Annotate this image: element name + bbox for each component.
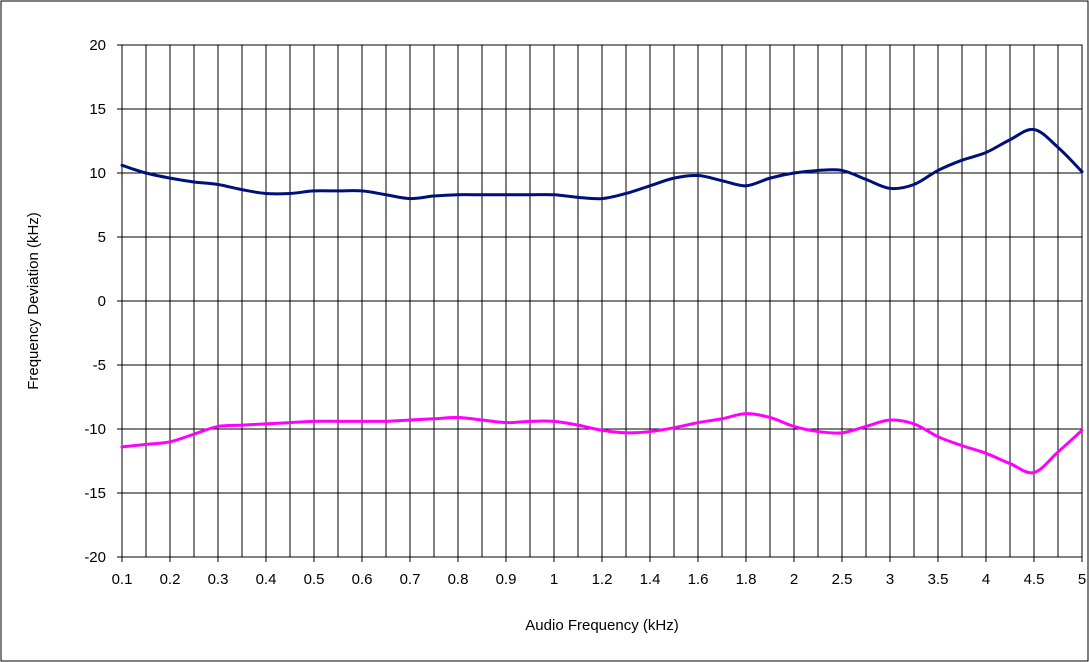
y-tick-label: 5 <box>98 229 106 246</box>
y-tick-label: 0 <box>98 293 106 310</box>
series-lines <box>120 127 1084 475</box>
x-tick-label: 5 <box>1078 571 1086 588</box>
x-tick-label: 0.4 <box>256 571 277 588</box>
x-tick-label: 4.5 <box>1024 571 1045 588</box>
series-line-upper <box>120 127 1084 201</box>
y-tick-label: -20 <box>84 549 106 566</box>
x-tick-label: 0.1 <box>112 571 133 588</box>
x-tick-label: 2 <box>790 571 798 588</box>
x-tick-label: 1.2 <box>592 571 613 588</box>
x-tick-label: 3.5 <box>928 571 949 588</box>
x-axis-ticks: 0.1 0.2 0.3 0.4 0.5 0.6 0.7 0.8 0.9 1 1.2 1.4 1.6 1.8… <box>112 557 1086 588</box>
x-axis-title: Audio Frequency (kHz) <box>525 617 678 634</box>
y-tick-label: -15 <box>84 485 106 502</box>
x-tick-label: 0.5 <box>304 571 325 588</box>
x-tick-label: 3 <box>886 571 894 588</box>
x-tick-label: 1.6 <box>688 571 709 588</box>
y-axis-ticks: 20 15 10 5 0 -5 -10 -15 -20 <box>84 37 122 566</box>
series-line-lower <box>120 412 1084 475</box>
x-tick-label: 4 <box>982 571 990 588</box>
x-tick-label: 1.4 <box>640 571 661 588</box>
x-tick-label: 0.2 <box>160 571 181 588</box>
x-tick-label: 1 <box>550 571 558 588</box>
x-tick-label: 0.9 <box>496 571 517 588</box>
y-tick-label: 20 <box>89 37 106 54</box>
y-axis-title: Frequency Deviation (kHz) <box>25 212 42 390</box>
y-tick-label: -10 <box>84 421 106 438</box>
x-tick-label: 0.7 <box>400 571 421 588</box>
y-tick-label: -5 <box>93 357 106 374</box>
grid <box>122 45 1082 557</box>
x-tick-label: 0.6 <box>352 571 373 588</box>
x-tick-label: 2.5 <box>832 571 853 588</box>
y-tick-label: 15 <box>89 101 106 118</box>
x-tick-label: 0.8 <box>448 571 469 588</box>
y-tick-label: 10 <box>89 165 106 182</box>
x-tick-label: 1.8 <box>736 571 757 588</box>
x-tick-label: 0.3 <box>208 571 229 588</box>
